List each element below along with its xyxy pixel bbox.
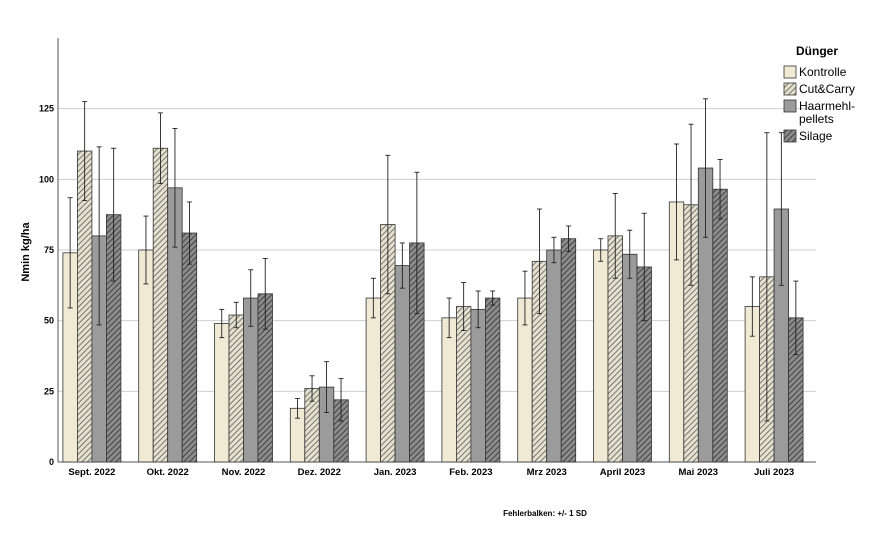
bar [622, 253, 638, 463]
y-tick-label: 0 [49, 457, 54, 467]
x-tick-label: Jan. 2023 [374, 467, 417, 478]
bar [546, 249, 562, 463]
x-tick-label: Mrz 2023 [527, 467, 567, 478]
bar [228, 314, 244, 463]
bar [593, 249, 609, 463]
bar [394, 265, 411, 463]
bar [470, 308, 486, 463]
y-tick-label: 125 [39, 104, 54, 114]
y-tick-labels: 0 25 50 75 100 125 [39, 104, 54, 467]
legend-swatch [783, 65, 797, 79]
error-bar-footnote: Fehlerbalken: +/- 1 SD [503, 509, 587, 518]
x-tick-label: Mai 2023 [678, 467, 718, 478]
bar [441, 317, 457, 463]
legend-label: Haarmehl- [799, 99, 855, 113]
legend-label: Silage [799, 129, 833, 143]
y-tick-label: 50 [44, 316, 54, 326]
y-tick-label: 75 [44, 245, 54, 255]
x-tick-label: Juli 2023 [754, 467, 794, 478]
legend-swatch [783, 129, 797, 143]
x-tick-label: Okt. 2022 [147, 467, 189, 478]
bar [152, 147, 169, 463]
bar [560, 238, 577, 463]
y-axis-label: Nmin kg/ha [20, 221, 32, 281]
x-tick-labels: Sept. 2022 Okt. 2022 Nov. 2022 Dez. 2022 Jan… [68, 467, 794, 478]
x-tick-label: Feb. 2023 [449, 467, 492, 478]
bar [214, 323, 230, 463]
legend-swatch [783, 99, 797, 113]
error-bars [67, 98, 799, 422]
x-tick-label: Sept. 2022 [68, 467, 115, 478]
x-tick-label: Nov. 2022 [222, 467, 266, 478]
legend-swatch [783, 82, 797, 96]
legend-title: Dünger [796, 44, 838, 58]
legend-label: Cut&Carry [799, 82, 855, 96]
bar [181, 232, 198, 463]
bar [365, 297, 382, 463]
bar [484, 297, 501, 463]
y-tick-label: 25 [44, 386, 54, 396]
legend-label: pellets [799, 112, 834, 126]
legend: Dünger Kontrolle Cut&Carry Haarmehl-pellet… [783, 44, 855, 143]
bar [712, 188, 728, 463]
bars [62, 147, 804, 463]
x-tick-label: April 2023 [600, 467, 645, 478]
y-tick-label: 100 [39, 174, 54, 184]
x-tick-label: Dez. 2022 [298, 467, 341, 478]
legend-label: Kontrolle [799, 65, 847, 79]
